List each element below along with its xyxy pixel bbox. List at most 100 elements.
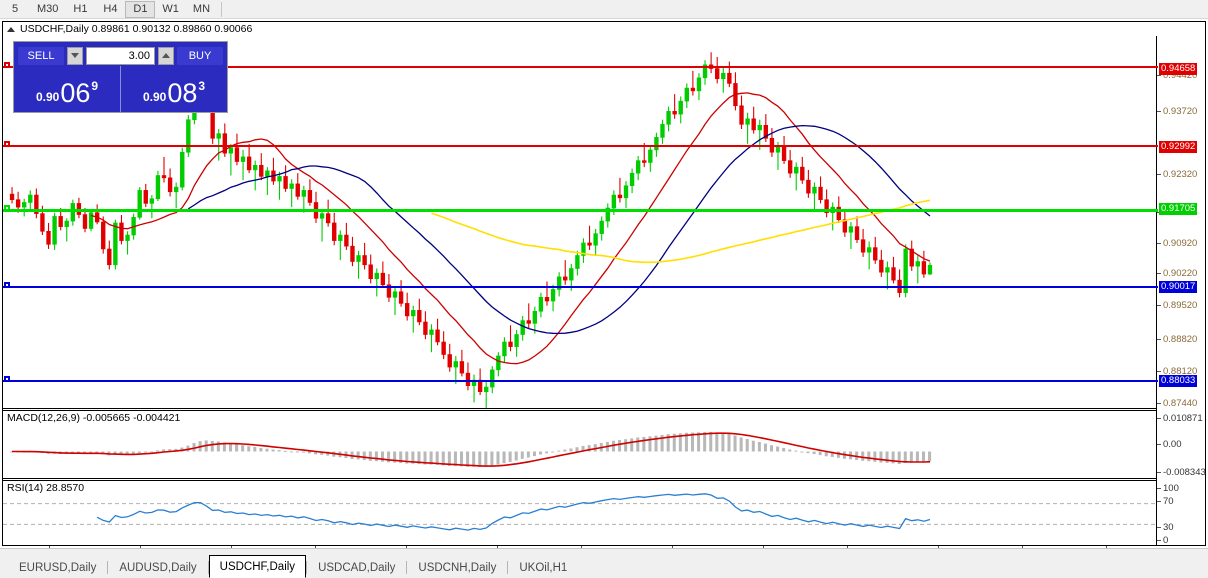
price-tick: 0.92320 [1157, 169, 1206, 180]
chevron-up-icon [162, 53, 170, 58]
candlestick-chart [9, 52, 933, 408]
price-tick-label: 0.88820 [1163, 334, 1198, 345]
macd-pane[interactable]: MACD(12,26,9) -0.005665 -0.004421 [3, 410, 1158, 478]
one-click-trade-panel[interactable]: SELL 3.00 BUY 0.90 06 9 0.90 08 [13, 41, 228, 113]
price-tick-label: 0.87440 [1163, 398, 1198, 409]
volume-increment-button[interactable] [158, 46, 174, 65]
tab-divider [207, 561, 209, 574]
price-tick-label: 0.94420 [1163, 70, 1198, 81]
volume-input[interactable]: 3.00 [86, 46, 155, 65]
price-tick: 0.93720 [1157, 106, 1206, 117]
level-line-red[interactable] [3, 145, 1158, 147]
price-tick: 0.90220 [1157, 268, 1206, 279]
buy-button[interactable]: BUY [177, 46, 223, 65]
pane-divider-1 [3, 408, 1158, 409]
rsi-scale-label: 70 [1157, 496, 1206, 507]
price-tick: 0.88120 [1157, 366, 1206, 377]
buy-price-base: 0.90 [142, 90, 167, 104]
price-pane[interactable] [3, 36, 1158, 408]
tab-eurusd-daily[interactable]: EURUSD,Daily [19, 561, 97, 574]
pane-divider-2 [3, 478, 1158, 479]
symbol-ohlc-label: USDCHF,Daily 0.89861 0.90132 0.89860 0.9… [20, 23, 253, 35]
level-anchor-blue[interactable] [4, 376, 10, 382]
price-tick: 0.94420 [1157, 70, 1206, 81]
rsi-scale-value: 30 [1163, 522, 1174, 533]
macd-scale-label: 0.00 [1157, 439, 1206, 450]
chevron-down-icon [71, 53, 79, 58]
macd-scale-value: 0.010871 [1163, 413, 1203, 424]
collapse-triangle-icon[interactable] [7, 26, 15, 32]
buy-price-fraction: 3 [198, 79, 206, 93]
price-tick: 0.89520 [1157, 300, 1206, 311]
chart-window: USDCHF,Daily 0.89861 0.90132 0.89860 0.9… [2, 21, 1206, 559]
price-tick-label: 0.93720 [1163, 106, 1198, 117]
tab-usdchf-daily[interactable]: USDCHF,Daily [208, 555, 307, 578]
macd-scale-value: -0.008343 [1163, 467, 1206, 478]
rsi-scale-value: 70 [1163, 496, 1174, 507]
timeframe-button-m30[interactable]: M30 [37, 3, 59, 15]
price-tick: 0.87440 [1157, 398, 1206, 409]
rsi-scale-label: 100 [1157, 483, 1206, 494]
toolbar-divider [221, 1, 223, 17]
chart-header: USDCHF,Daily 0.89861 0.90132 0.89860 0.9… [3, 22, 252, 36]
sell-price-fraction: 9 [91, 79, 99, 93]
timeframe-button-5[interactable]: 5 [11, 3, 19, 15]
rsi-pane[interactable]: RSI(14) 28.8570 [3, 480, 1158, 544]
trade-panel-quotes: 0.90 06 9 0.90 08 3 [14, 66, 227, 112]
pane-divider-2b [3, 480, 1158, 481]
level-anchor-green[interactable] [4, 205, 10, 211]
price-scale[interactable]: 0.944200.937200.923200.916200.909200.902… [1156, 36, 1206, 546]
timeframe-button-h4[interactable]: H4 [103, 3, 118, 15]
volume-decrement-button[interactable] [67, 46, 83, 65]
rsi-scale-label: 30 [1157, 522, 1206, 533]
sell-price-display[interactable]: 0.90 06 9 [14, 66, 120, 112]
price-level-tag-blue[interactable]: 0.88033 [1159, 375, 1198, 387]
tab-audusd-daily[interactable]: AUDUSD,Daily [119, 561, 197, 574]
tab-usdcnh-daily[interactable]: USDCNH,Daily [418, 561, 497, 574]
buy-price-display[interactable]: 0.90 08 3 [120, 66, 227, 112]
sell-button[interactable]: SELL [18, 46, 64, 65]
timeframe-button-h1[interactable]: H1 [73, 3, 88, 15]
rsi-scale-label: 0 [1157, 535, 1206, 546]
rsi-scale-value: 100 [1163, 483, 1179, 494]
level-line-blue[interactable] [3, 286, 1158, 288]
price-level-tag-red[interactable]: 0.94658 [1159, 63, 1198, 75]
rsi-label: RSI(14) 28.8570 [7, 482, 85, 494]
timeframe-button-w1[interactable]: W1 [162, 3, 179, 15]
timeframe-button-mn[interactable]: MN [192, 3, 211, 15]
level-anchor-blue[interactable] [4, 282, 10, 288]
tab-divider [507, 561, 509, 574]
tab-divider [306, 561, 308, 574]
price-tick-label: 0.89520 [1163, 300, 1198, 311]
level-line-green[interactable] [3, 209, 1158, 212]
level-line-red[interactable] [3, 66, 1158, 68]
macd-label: MACD(12,26,9) -0.005665 -0.004421 [7, 412, 181, 424]
sell-price-base: 0.90 [35, 90, 60, 104]
price-tick: 0.90920 [1157, 238, 1206, 249]
tab-ukoil-h1[interactable]: UKOil,H1 [519, 561, 568, 574]
tab-usdcad-daily[interactable]: USDCAD,Daily [318, 561, 396, 574]
macd-scale-label: -0.008343 [1157, 467, 1206, 478]
price-level-tag-red[interactable]: 0.92992 [1159, 141, 1198, 153]
price-level-tag-green[interactable]: 0.91705 [1159, 203, 1198, 215]
macd-chart [10, 431, 932, 467]
level-anchor-red[interactable] [4, 141, 10, 147]
pane-divider-1b [3, 410, 1158, 411]
level-line-blue[interactable] [3, 380, 1158, 382]
price-tick-label: 0.90920 [1163, 238, 1198, 249]
price-tick-label: 0.90220 [1163, 268, 1198, 279]
timeframe-button-d1[interactable]: D1 [125, 0, 156, 18]
macd-scale-label: 0.010871 [1157, 413, 1206, 424]
buy-price-pips: 08 [167, 78, 198, 108]
tab-divider [406, 561, 408, 574]
price-level-tag-blue[interactable]: 0.90017 [1159, 281, 1198, 293]
rsi-scale-value: 0 [1163, 535, 1169, 546]
symbol-tabbar: EURUSD,Daily AUDUSD,Daily USDCHF,Daily USDC… [0, 548, 1208, 578]
sell-price-pips: 06 [60, 78, 91, 108]
timeframe-toolbar: 5 M30 H1 H4 D1 W1 MN [0, 0, 1208, 19]
price-tick-label: 0.92320 [1163, 169, 1198, 180]
rsi-chart [3, 493, 1158, 531]
price-tick-label: 0.88120 [1163, 366, 1198, 377]
level-anchor-red[interactable] [4, 62, 10, 68]
